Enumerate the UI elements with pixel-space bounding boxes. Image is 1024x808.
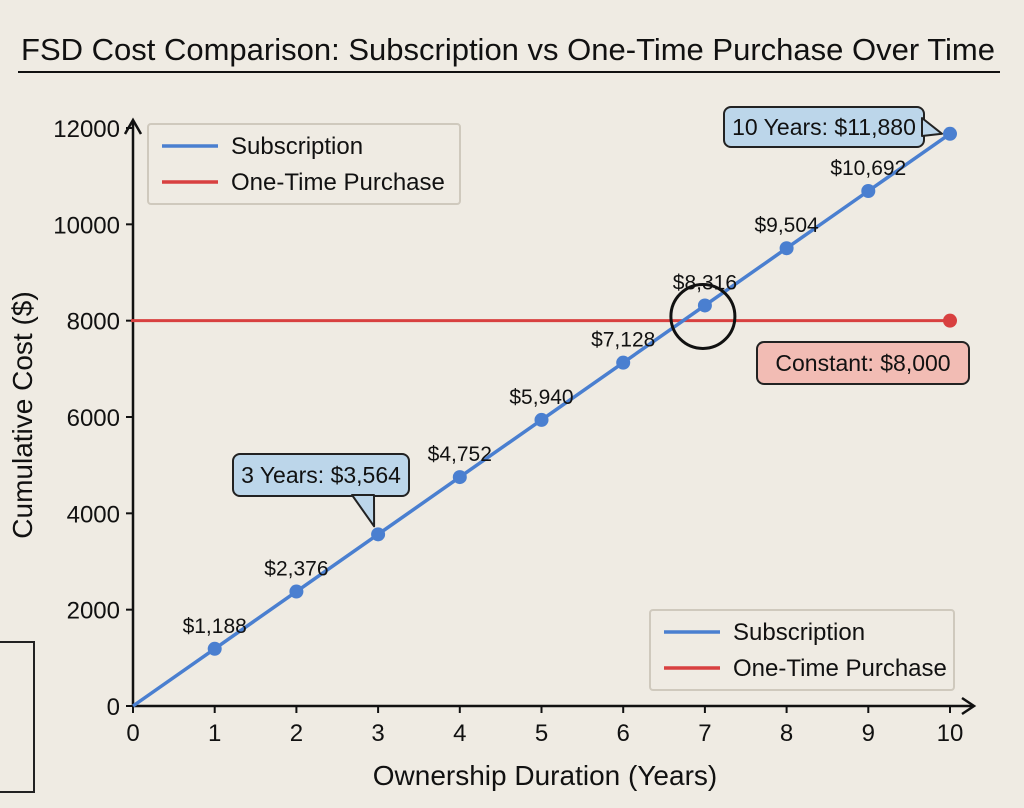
x-axis-label: Ownership Duration (Years) xyxy=(373,760,717,791)
legend-box xyxy=(649,609,955,691)
y-axis-label: Cumulative Cost ($) xyxy=(7,291,38,538)
y-tick-label: 6000 xyxy=(67,405,120,432)
tick-labels: 0 1 2 3 4 5 6 7 8 9 10 0 2000 4000 6000 8000 10000 12000 xyxy=(53,116,963,747)
data-label: $10,692 xyxy=(830,157,906,180)
y-tick-label: 0 xyxy=(107,694,120,721)
callout-box xyxy=(232,453,410,497)
one-time-endpoint xyxy=(943,313,957,328)
callout-3-years: 3 Years: $3,564 xyxy=(232,453,410,528)
data-point-subscription xyxy=(697,298,712,313)
y-tick-label: 10000 xyxy=(53,212,120,239)
x-tick-label: 9 xyxy=(862,720,875,747)
legend-entry: Subscription xyxy=(231,133,363,160)
data-label: $2,376 xyxy=(264,558,328,581)
x-tick-label: 4 xyxy=(453,720,466,747)
y-tick-label: 2000 xyxy=(67,598,120,625)
x-tick-label: 6 xyxy=(617,720,630,747)
data-label: $5,940 xyxy=(509,386,573,409)
data-label: $8,316 xyxy=(673,271,737,294)
data-point-subscription xyxy=(371,527,386,542)
data-point-subscription xyxy=(289,584,304,599)
legend-bottom-right: Subscription One-Time Purchase xyxy=(649,609,955,691)
chart-title: FSD Cost Comparison: Subscription vs One… xyxy=(21,32,995,67)
data-label: $7,128 xyxy=(591,329,655,352)
x-tick-label: 2 xyxy=(290,720,303,747)
x-tick-label: 10 xyxy=(937,720,964,747)
legend-entry: Subscription xyxy=(733,619,865,646)
x-axis-arrow xyxy=(961,696,977,716)
callout-constant: Constant: $8,000 xyxy=(756,341,970,385)
callout-box xyxy=(756,341,970,385)
callout-text: 3 Years: $3,564 xyxy=(241,462,401,488)
data-point-subscription xyxy=(534,412,549,427)
data-point-subscription xyxy=(861,184,876,199)
x-tick-label: 1 xyxy=(208,720,221,747)
callout-pointer xyxy=(351,494,376,528)
data-label: $4,752 xyxy=(428,443,492,466)
data-labels: $1,188 $2,376 $4,752 $5,940 $7,128 $8,316 $9,5… xyxy=(183,157,907,638)
callout-text: 10 Years: $11,880 xyxy=(732,114,916,140)
crossover-highlight-circle xyxy=(669,282,737,350)
x-tick-label: 0 xyxy=(126,720,139,747)
y-tick-label: 8000 xyxy=(67,309,120,336)
callout-pointer xyxy=(921,117,943,137)
data-point-subscription xyxy=(779,241,794,256)
partial-box-artifact xyxy=(0,641,35,793)
data-point-subscription xyxy=(616,355,631,370)
x-tick-label: 3 xyxy=(371,720,384,747)
data-point-subscription xyxy=(452,470,467,485)
y-tick-label: 12000 xyxy=(53,116,120,143)
y-axis-arrow xyxy=(123,117,143,135)
legend-entry: One-Time Purchase xyxy=(231,169,445,196)
y-tick-label: 4000 xyxy=(67,501,120,528)
x-tick-label: 7 xyxy=(698,720,711,747)
x-tick-label: 8 xyxy=(780,720,793,747)
legend-entry: One-Time Purchase xyxy=(733,655,947,682)
x-tick-label: 5 xyxy=(535,720,548,747)
callout-10-years: 10 Years: $11,880 xyxy=(723,106,943,148)
legend-top-left: Subscription One-Time Purchase xyxy=(147,123,461,205)
legend-box xyxy=(147,123,461,205)
callouts: 3 Years: $3,564 10 Years: $11,880 Constant… xyxy=(232,106,970,528)
data-point-subscription xyxy=(207,641,222,656)
data-label: $1,188 xyxy=(183,615,247,638)
series-layer xyxy=(131,126,957,708)
data-label: $9,504 xyxy=(754,214,819,237)
data-point-subscription xyxy=(943,126,957,141)
callout-text: Constant: $8,000 xyxy=(775,350,950,376)
